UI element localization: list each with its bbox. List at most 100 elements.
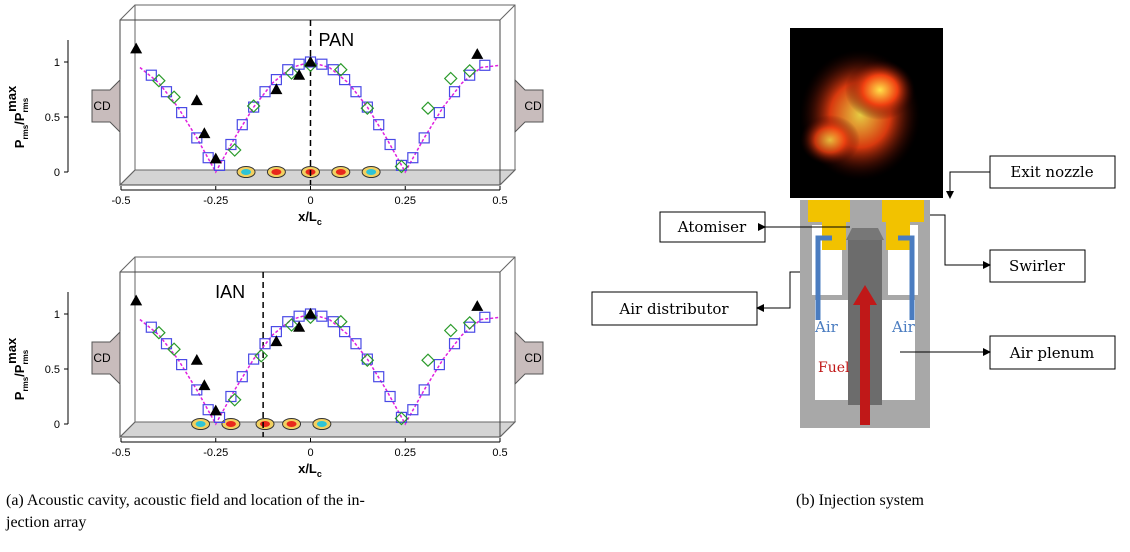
triangle-point [270, 335, 283, 347]
x-tick-label: -0.5 [112, 195, 131, 207]
air-label: Air [814, 318, 839, 336]
x-label-part: x/L [298, 461, 317, 476]
square-point [448, 338, 461, 350]
caption-a: jection array [5, 514, 86, 531]
diamond-point [394, 411, 409, 426]
diamond-point [227, 392, 242, 407]
square-point [145, 321, 157, 333]
y-tick-label: 0.5 [45, 364, 60, 376]
fuel-arrow [853, 285, 877, 305]
x-label-sub: c [317, 217, 322, 227]
square-point [339, 73, 351, 86]
x-tick-label: 0 [307, 447, 313, 459]
y-tick-label: 1 [54, 57, 60, 69]
y-tick-label: 1 [54, 309, 60, 321]
x-tick-label: 0.25 [395, 195, 416, 207]
diamond-point [333, 314, 348, 329]
square-point [433, 359, 445, 371]
y-tick-label: 0.5 [45, 112, 60, 124]
diamond-point [421, 353, 435, 368]
injector-core [195, 421, 206, 427]
exit-nozzle-label: Exit nozzle [1010, 163, 1093, 181]
diamond-point [167, 342, 181, 357]
x-tick-label: 0.5 [492, 195, 507, 207]
injector-core [316, 421, 327, 427]
y-label-part: rms [21, 97, 30, 112]
fit-line [139, 61, 501, 174]
cavity-edge [119, 256, 136, 273]
square-point [373, 371, 385, 383]
x-label-sub: c [317, 469, 322, 479]
label-box [989, 249, 1086, 283]
injector-core [225, 421, 236, 427]
x-tick-label: 0 [307, 195, 313, 207]
x-tick-label: -0.5 [112, 447, 131, 459]
triangle-point [471, 300, 484, 311]
injection-diagram: Air Air Fuel Exit nozzle Atomiser Swirle… [591, 28, 1116, 428]
diamond-point [254, 348, 269, 363]
square-point [373, 119, 385, 131]
triangle-point [130, 42, 143, 54]
diamond-point [246, 99, 261, 113]
diamond-point [462, 63, 477, 78]
diamond-point [360, 353, 375, 368]
cavity-edge [499, 169, 516, 186]
cavity-edge [119, 4, 136, 21]
cd-label: CD [524, 99, 542, 113]
cavity-edge [499, 256, 516, 273]
square-point [384, 138, 396, 151]
square-point [259, 338, 271, 350]
flame-glow [845, 60, 915, 120]
y-label-part: rms [21, 376, 30, 391]
cd-block [91, 78, 121, 134]
air-flow [815, 235, 832, 320]
square-point [327, 316, 339, 328]
x-tick-label: 0.5 [492, 447, 507, 459]
triangle-point [130, 294, 143, 306]
cavity-edge [499, 4, 516, 21]
square-point [327, 64, 339, 76]
triangle-point [304, 307, 317, 319]
square-point [384, 390, 396, 403]
diamond-point [443, 71, 458, 86]
square-point [464, 69, 476, 81]
square-point [160, 338, 173, 350]
cd-label: CD [93, 99, 111, 113]
injector-core [286, 421, 297, 427]
cd-block [514, 330, 544, 386]
triangle-point [270, 83, 283, 95]
cd-label: CD [93, 351, 111, 365]
y-label-part: max [4, 85, 19, 112]
cd-block [91, 330, 121, 386]
cavity-edge [119, 421, 136, 438]
cavity-front [119, 271, 501, 438]
diamond-point [284, 66, 299, 80]
label-box [989, 335, 1116, 370]
y-label-part: rms [21, 124, 30, 139]
square-point [350, 338, 362, 350]
diamond-point [152, 73, 166, 88]
y-axis-label: Prms/Prmsmax [4, 85, 30, 148]
triangle-point [198, 127, 211, 139]
square-point [448, 86, 461, 98]
triangle-point [304, 55, 317, 67]
atomiser-tip [846, 228, 884, 240]
square-point [407, 404, 419, 416]
diamond-point [360, 101, 375, 116]
square-point [160, 86, 173, 98]
air-plenum-label: Air plenum [1009, 344, 1094, 362]
x-tick-label: -0.25 [203, 195, 228, 207]
square-point [176, 359, 188, 371]
diamond-point [333, 62, 348, 77]
injector-core [241, 169, 252, 175]
injector-core [335, 169, 346, 175]
triangle-point [293, 68, 306, 80]
diamond-point [167, 90, 181, 105]
square-point [145, 69, 157, 81]
diamond-point [421, 101, 435, 116]
cavity-edge [119, 169, 136, 186]
y-label-part: P [12, 139, 27, 148]
y-label-part: /P [12, 364, 27, 377]
